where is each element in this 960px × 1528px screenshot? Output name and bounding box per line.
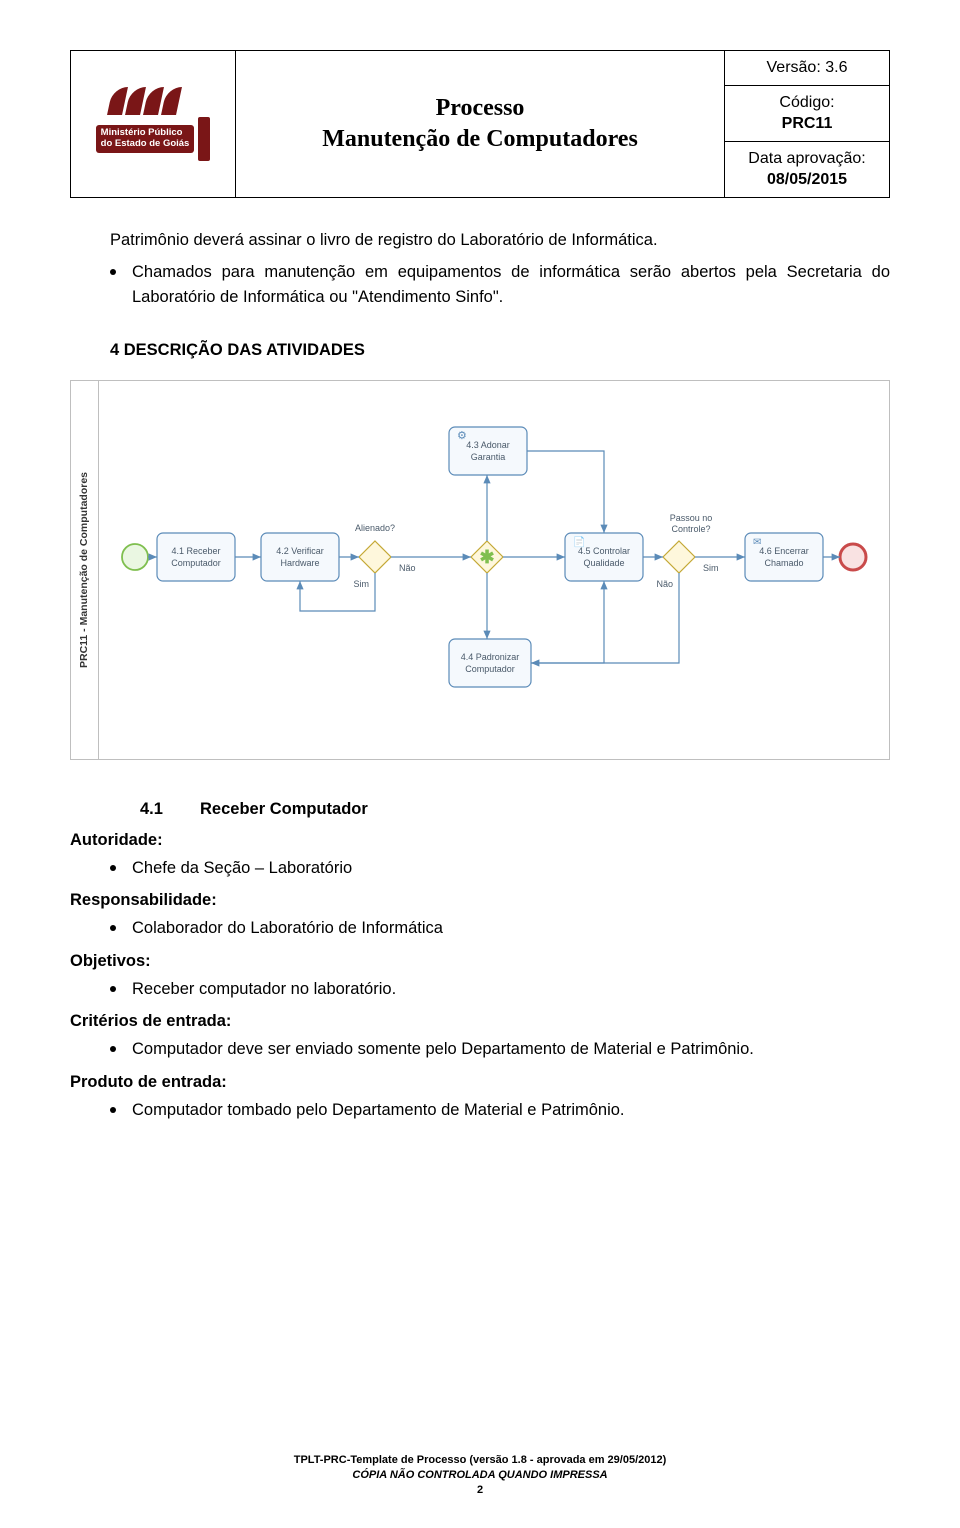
svg-text:⚙: ⚙	[457, 430, 467, 442]
objetivos-label: Objetivos:	[70, 952, 890, 971]
produto-value: Computador tombado pelo Departamento de …	[132, 1098, 625, 1124]
criterios-value: Computador deve ser enviado somente pelo…	[132, 1037, 754, 1063]
svg-text:Hardware: Hardware	[280, 558, 319, 568]
svg-text:Garantia: Garantia	[471, 452, 506, 462]
codigo-value: PRC11	[782, 115, 833, 132]
bullet-icon	[110, 269, 116, 275]
svg-text:📄: 📄	[573, 535, 585, 548]
data-value: 08/05/2015	[767, 171, 847, 188]
svg-text:Controle?: Controle?	[671, 524, 710, 534]
footer-page: 2	[477, 1484, 483, 1496]
section-4-heading: 4 DESCRIÇÃO DAS ATIVIDADES	[110, 341, 890, 360]
svg-text:Computador: Computador	[465, 664, 515, 674]
codigo-label: Código:	[779, 94, 834, 111]
intro-bullet: Chamados para manutenção em equipamentos…	[110, 260, 890, 311]
objetivos-value: Receber computador no laboratório.	[132, 977, 396, 1003]
sub-n: 4.1	[140, 800, 200, 819]
logo-line1: Ministério Público	[101, 127, 183, 138]
svg-text:4.5 Controlar: 4.5 Controlar	[578, 546, 630, 556]
logo-icon: Ministério Público do Estado de Goiás	[81, 87, 225, 161]
footer-line2: CÓPIA NÃO CONTROLADA QUANDO IMPRESSA	[352, 1469, 607, 1481]
svg-text:Alienado?: Alienado?	[355, 523, 395, 533]
svg-text:4.4 Padronizar: 4.4 Padronizar	[461, 652, 520, 662]
bullet-icon	[110, 1046, 116, 1052]
page: Ministério Público do Estado de Goiás Pr…	[0, 0, 960, 1167]
logo-cell: Ministério Público do Estado de Goiás	[71, 51, 236, 198]
data-label: Data aprovação:	[748, 150, 865, 167]
intro-p1: Patrimônio deverá assinar o livro de reg…	[110, 228, 890, 254]
swimlane-label: PRC11 - Manutenção de Computadores	[71, 381, 99, 759]
svg-text:Não: Não	[399, 563, 416, 573]
svg-text:Chamado: Chamado	[764, 558, 803, 568]
svg-text:4.6 Encerrar: 4.6 Encerrar	[759, 546, 809, 556]
svg-text:Sim: Sim	[354, 579, 370, 589]
codigo-cell: Código: PRC11	[725, 85, 890, 141]
bullet-icon	[110, 986, 116, 992]
autoridade-label: Autoridade:	[70, 831, 890, 850]
footer: TPLT-PRC-Template de Processo (versão 1.…	[0, 1453, 960, 1498]
intro-bullet-text: Chamados para manutenção em equipamentos…	[132, 260, 890, 311]
bullet-icon	[110, 865, 116, 871]
svg-text:4.1 Receber: 4.1 Receber	[171, 546, 220, 556]
svg-text:Não: Não	[656, 579, 673, 589]
svg-text:✉: ✉	[753, 537, 761, 548]
flowchart-container: PRC11 - Manutenção de Computadores 4.1 R…	[70, 380, 890, 760]
subsection-number: 4.1 Receber Computador	[140, 800, 890, 819]
svg-text:Qualidade: Qualidade	[583, 558, 624, 568]
title-cell: Processo Manutenção de Computadores	[236, 51, 725, 198]
subsection-4-1: 4.1 Receber Computador Autoridade: Chefe…	[70, 800, 890, 1124]
title-line2: Manutenção de Computadores	[322, 126, 638, 152]
flowchart-svg: 4.1 Receber Computador 4.2 Verificar Hardwa…	[99, 381, 889, 761]
logo-line2: do Estado de Goiás	[101, 138, 190, 149]
swimlane-text: PRC11 - Manutenção de Computadores	[79, 472, 91, 668]
versao-label: Versão:	[767, 59, 821, 76]
svg-text:4.2 Verificar: 4.2 Verificar	[276, 546, 324, 556]
produto-label: Produto de entrada:	[70, 1073, 890, 1092]
sub-title: Receber Computador	[200, 800, 368, 819]
svg-text:4.3 Adonar: 4.3 Adonar	[466, 440, 510, 450]
svg-text:Sim: Sim	[703, 563, 719, 573]
bullet-icon	[110, 1107, 116, 1113]
data-cell: Data aprovação: 08/05/2015	[725, 141, 890, 197]
title-line1: Processo	[436, 95, 525, 121]
intro-section: Patrimônio deverá assinar o livro de reg…	[70, 228, 890, 311]
autoridade-value: Chefe da Seção – Laboratório	[132, 856, 352, 882]
versao-value: 3.6	[825, 59, 847, 76]
responsabilidade-label: Responsabilidade:	[70, 891, 890, 910]
svg-text:Passou no: Passou no	[670, 513, 713, 523]
responsabilidade-value: Colaborador do Laboratório de Informátic…	[132, 916, 443, 942]
svg-text:✱: ✱	[479, 547, 494, 567]
footer-line1: TPLT-PRC-Template de Processo (versão 1.…	[294, 1454, 667, 1466]
svg-text:Computador: Computador	[171, 558, 221, 568]
criterios-label: Critérios de entrada:	[70, 1012, 890, 1031]
header-table: Ministério Público do Estado de Goiás Pr…	[70, 50, 890, 198]
bullet-icon	[110, 925, 116, 931]
versao-cell: Versão: 3.6	[725, 51, 890, 86]
